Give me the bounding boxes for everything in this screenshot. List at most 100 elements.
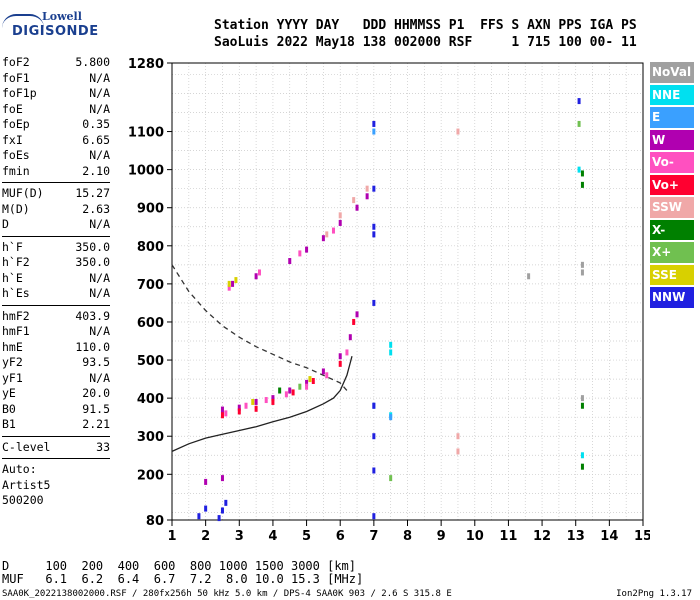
legend-item-nne: NNE [650, 84, 694, 105]
param-row: foEs N/A [2, 148, 110, 164]
logo-line1: Lowell [42, 10, 82, 23]
param-name: foEs [2, 148, 30, 162]
data-point-w [288, 258, 292, 265]
dashed-profile-curve [171, 264, 348, 391]
param-separator [2, 435, 110, 437]
param-name: M(D) [2, 201, 30, 216]
data-point-w [305, 246, 309, 253]
scaled-parameters-panel: foF2 5.800 foF1 N/A foF1p N/A foE N/A foEp 0.35 fx… [2, 55, 110, 509]
data-point-w [231, 280, 235, 287]
legend-item-w: W [650, 129, 694, 150]
data-point-nnw [372, 299, 376, 306]
param-value: 2.63 [82, 201, 110, 216]
data-point-ssw [456, 433, 460, 440]
legend-item-nnw: NNW [650, 287, 694, 308]
data-point-w [338, 219, 342, 226]
data-point-voplus [291, 389, 295, 396]
param-separator [2, 304, 110, 306]
data-point-vominus [284, 391, 288, 398]
param-value: 110.0 [75, 339, 110, 354]
param-value: N/A [89, 324, 110, 338]
data-point-vominus [305, 383, 309, 390]
param-row: h`F2 350.0 [2, 255, 110, 271]
logo-swoosh [2, 14, 44, 28]
param-row: Auto: [2, 462, 110, 478]
param-value: N/A [89, 370, 110, 385]
data-point-nnw [372, 433, 376, 440]
param-name: Artist5 [2, 477, 51, 492]
param-name: fmin [2, 163, 30, 178]
header-line1: Station YYYY DAY DDD HHMMSS P1 FFS S AXN… [214, 18, 637, 33]
param-value: 20.0 [82, 386, 110, 400]
param-separator [2, 182, 110, 183]
param-value: 6.65 [82, 132, 110, 147]
data-point-xminus [580, 402, 584, 409]
param-row: hmF1 N/A [2, 324, 110, 340]
data-point-sse [251, 398, 255, 405]
param-row: yE 20.0 [2, 386, 110, 402]
param-name: yF1 [2, 370, 23, 385]
param-name: MUF(D) [2, 186, 44, 200]
x-tick-label: 2 [201, 529, 210, 544]
param-value: 93.5 [82, 355, 110, 369]
data-point-e [372, 128, 376, 135]
legend-item-noval: NoVal [650, 62, 694, 83]
param-name: h`F [2, 239, 23, 254]
data-point-w [355, 311, 359, 318]
data-point-nnw [204, 505, 208, 512]
param-name: foF1p [2, 86, 37, 100]
lowell-digisonde-logo: Lowell DIGISONDE [2, 10, 122, 44]
data-point-ssw [456, 448, 460, 455]
data-point-vominus [227, 284, 231, 291]
param-name: C-level [2, 439, 51, 454]
data-point-e [389, 414, 393, 421]
legend-item-e: E [650, 107, 694, 128]
param-row: yF2 93.5 [2, 355, 110, 371]
data-point-w [288, 387, 292, 394]
data-point-w [254, 273, 258, 280]
version-label: Ion2Png 1.3.17 [616, 589, 692, 599]
data-point-xminus [278, 387, 282, 394]
data-point-w [237, 404, 241, 411]
data-point-nnw [217, 515, 221, 522]
param-value: 2.21 [82, 417, 110, 431]
param-row: B0 91.5 [2, 402, 110, 418]
x-tick-label: 3 [235, 529, 244, 544]
data-point-nne [580, 452, 584, 459]
y-tick-label: 700 [137, 278, 164, 293]
param-value: 2.10 [82, 163, 110, 178]
y-tick-label: 800 [137, 240, 164, 255]
data-point-voplus [271, 398, 275, 405]
data-point-w [220, 406, 224, 413]
param-value: 350.0 [75, 255, 110, 269]
param-row: B1 2.21 [2, 417, 110, 433]
param-name: Auto: [2, 462, 37, 476]
data-point-vominus [325, 372, 329, 379]
data-point-voplus [237, 408, 241, 415]
x-tick-label: 14 [600, 529, 618, 544]
param-name: fxI [2, 132, 23, 147]
x-tick-label: 8 [403, 529, 412, 544]
muf-value-row: MUF 6.1 6.2 6.4 6.7 7.2 8.0 10.0 15.3 [M… [2, 572, 364, 586]
param-row: hmF2 403.9 [2, 309, 110, 325]
y-tick-label: 200 [137, 468, 164, 483]
ionogram-chart: 1 2 3 4 5 6 7 8 9 10 11 12 13 14 158020030040050060070… [128, 57, 650, 544]
param-name: h`Es [2, 286, 30, 300]
param-value: N/A [89, 270, 110, 285]
y-tick-label: 600 [137, 316, 164, 331]
param-row: h`F 350.0 [2, 240, 110, 256]
data-point-nne [389, 341, 393, 348]
data-point-ssw [365, 185, 369, 192]
param-value: 33 [96, 439, 110, 454]
data-point-sse [234, 277, 238, 284]
x-tick-label: 4 [268, 529, 277, 544]
data-point-vominus [298, 250, 302, 257]
param-row: h`E N/A [2, 271, 110, 287]
data-point-xplus [577, 120, 581, 127]
legend-item-sse: SSE [650, 264, 694, 285]
header-line2: SaoLuis 2022 May18 138 002000 RSF 1 715 … [214, 35, 637, 50]
data-point-nne [577, 166, 581, 173]
data-point-w [254, 398, 258, 405]
param-value: N/A [89, 86, 110, 100]
data-point-sse [308, 376, 312, 383]
